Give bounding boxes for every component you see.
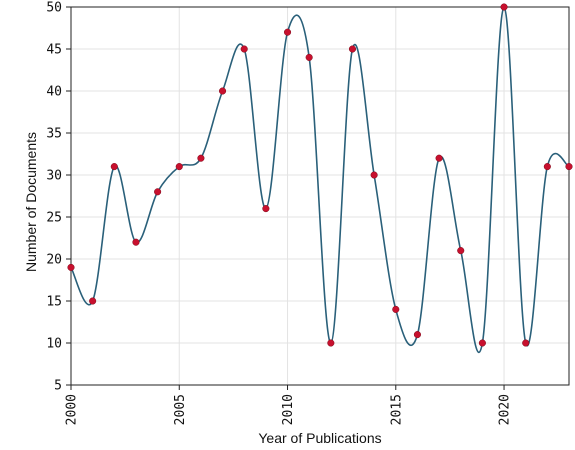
y-tick-label: 15 xyxy=(46,295,62,310)
data-point xyxy=(392,305,400,313)
series-line xyxy=(70,6,570,354)
y-tick-label: 30 xyxy=(46,169,62,184)
x-axis-label: Year of Publications xyxy=(258,430,381,446)
x-tick-label: 2005 xyxy=(173,394,188,425)
x-tick-label: 2015 xyxy=(389,394,404,425)
x-tick-label: 2020 xyxy=(498,394,513,425)
data-point xyxy=(348,45,357,53)
plot-frame xyxy=(70,6,570,386)
y-tick-label: 25 xyxy=(46,211,62,226)
data-point xyxy=(370,171,378,179)
data-point xyxy=(327,339,335,347)
data-point xyxy=(457,247,465,255)
y-tick-label: 50 xyxy=(46,1,62,16)
data-point xyxy=(543,163,551,171)
data-point xyxy=(305,53,313,61)
data-point xyxy=(500,3,508,11)
data-point xyxy=(522,339,530,347)
data-point xyxy=(154,188,162,196)
y-tick-label: 20 xyxy=(46,253,62,268)
y-tick-label: 45 xyxy=(46,43,62,58)
y-axis-label: Number of Documents xyxy=(23,132,39,272)
data-point xyxy=(283,28,292,36)
x-tick-label: 2010 xyxy=(281,394,296,425)
y-tick-label: 40 xyxy=(46,85,62,100)
data-point xyxy=(110,163,118,171)
data-point xyxy=(413,331,421,339)
x-axis-ticks: 2000 2005 2010 2015 2020 xyxy=(65,385,513,425)
y-tick-label: 5 xyxy=(54,379,62,394)
data-point xyxy=(262,205,270,213)
y-tick-label: 35 xyxy=(46,127,62,142)
data-point xyxy=(67,263,75,271)
data-point xyxy=(478,339,486,347)
data-markers xyxy=(67,3,573,347)
data-point xyxy=(240,45,248,53)
x-tick-label: 2000 xyxy=(65,394,80,425)
data-point xyxy=(219,87,227,95)
data-point xyxy=(435,154,443,162)
data-point xyxy=(565,163,573,171)
data-point xyxy=(89,297,97,305)
data-point xyxy=(132,238,140,246)
data-point xyxy=(175,163,183,171)
y-axis-ticks: 5 10 15 20 25 30 35 40 45 50 xyxy=(46,1,71,394)
data-point xyxy=(197,154,205,162)
y-tick-label: 10 xyxy=(46,337,62,352)
